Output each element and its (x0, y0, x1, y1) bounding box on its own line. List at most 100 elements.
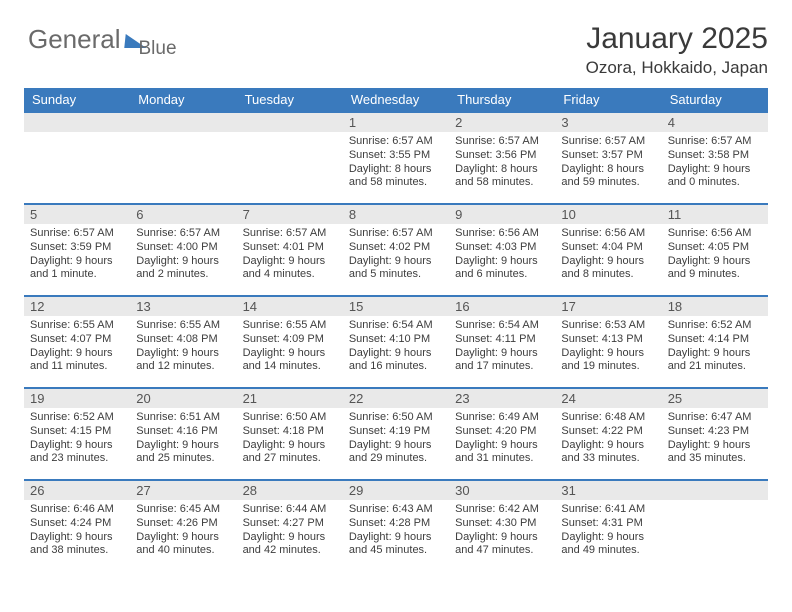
daylight-text-1: Daylight: 9 hours (668, 347, 762, 361)
daylight-text-2: and 38 minutes. (30, 544, 124, 558)
daylight-text-2: and 14 minutes. (243, 360, 337, 374)
daylight-text-2: and 16 minutes. (349, 360, 443, 374)
calendar-week-row: 1Sunrise: 6:57 AMSunset: 3:55 PMDaylight… (24, 112, 768, 204)
daylight-text-2: and 11 minutes. (30, 360, 124, 374)
daylight-text-1: Daylight: 9 hours (455, 531, 549, 545)
day-info: Sunrise: 6:56 AMSunset: 4:05 PMDaylight:… (662, 224, 768, 285)
day-number: 25 (662, 389, 768, 408)
sunrise-text: Sunrise: 6:56 AM (561, 227, 655, 241)
day-number: 12 (24, 297, 130, 316)
day-info: Sunrise: 6:48 AMSunset: 4:22 PMDaylight:… (555, 408, 661, 469)
sunset-text: Sunset: 4:22 PM (561, 425, 655, 439)
calendar-cell: 9Sunrise: 6:56 AMSunset: 4:03 PMDaylight… (449, 204, 555, 296)
calendar-week-row: 5Sunrise: 6:57 AMSunset: 3:59 PMDaylight… (24, 204, 768, 296)
daylight-text-2: and 8 minutes. (561, 268, 655, 282)
sunrise-text: Sunrise: 6:45 AM (136, 503, 230, 517)
daylight-text-2: and 5 minutes. (349, 268, 443, 282)
sunset-text: Sunset: 3:55 PM (349, 149, 443, 163)
daylight-text-2: and 42 minutes. (243, 544, 337, 558)
sunset-text: Sunset: 4:26 PM (136, 517, 230, 531)
weekday-header: Saturday (662, 88, 768, 112)
sunrise-text: Sunrise: 6:57 AM (349, 135, 443, 149)
daylight-text-1: Daylight: 9 hours (243, 347, 337, 361)
day-info: Sunrise: 6:54 AMSunset: 4:11 PMDaylight:… (449, 316, 555, 377)
day-info: Sunrise: 6:51 AMSunset: 4:16 PMDaylight:… (130, 408, 236, 469)
calendar-week-row: 12Sunrise: 6:55 AMSunset: 4:07 PMDayligh… (24, 296, 768, 388)
daylight-text-2: and 35 minutes. (668, 452, 762, 466)
day-number: 30 (449, 481, 555, 500)
day-number: 18 (662, 297, 768, 316)
calendar-cell: 13Sunrise: 6:55 AMSunset: 4:08 PMDayligh… (130, 296, 236, 388)
calendar-week-row: 19Sunrise: 6:52 AMSunset: 4:15 PMDayligh… (24, 388, 768, 480)
day-number: 10 (555, 205, 661, 224)
day-number: 15 (343, 297, 449, 316)
day-info: Sunrise: 6:44 AMSunset: 4:27 PMDaylight:… (237, 500, 343, 561)
sunset-text: Sunset: 4:27 PM (243, 517, 337, 531)
sunrise-text: Sunrise: 6:48 AM (561, 411, 655, 425)
daylight-text-1: Daylight: 9 hours (349, 255, 443, 269)
sunrise-text: Sunrise: 6:50 AM (243, 411, 337, 425)
sunrise-text: Sunrise: 6:57 AM (455, 135, 549, 149)
calendar-cell: 25Sunrise: 6:47 AMSunset: 4:23 PMDayligh… (662, 388, 768, 480)
day-number: 7 (237, 205, 343, 224)
weekday-header: Sunday (24, 88, 130, 112)
daylight-text-1: Daylight: 9 hours (455, 347, 549, 361)
sunset-text: Sunset: 4:15 PM (30, 425, 124, 439)
day-info: Sunrise: 6:47 AMSunset: 4:23 PMDaylight:… (662, 408, 768, 469)
sunrise-text: Sunrise: 6:41 AM (561, 503, 655, 517)
daylight-text-2: and 40 minutes. (136, 544, 230, 558)
calendar-cell: 5Sunrise: 6:57 AMSunset: 3:59 PMDaylight… (24, 204, 130, 296)
day-info: Sunrise: 6:57 AMSunset: 3:56 PMDaylight:… (449, 132, 555, 193)
daylight-text-1: Daylight: 9 hours (561, 531, 655, 545)
day-info: Sunrise: 6:57 AMSunset: 3:55 PMDaylight:… (343, 132, 449, 193)
calendar-cell (237, 112, 343, 204)
daylight-text-1: Daylight: 9 hours (349, 347, 443, 361)
day-number: 3 (555, 113, 661, 132)
day-number: 27 (130, 481, 236, 500)
sunset-text: Sunset: 4:04 PM (561, 241, 655, 255)
day-info: Sunrise: 6:57 AMSunset: 3:59 PMDaylight:… (24, 224, 130, 285)
sunset-text: Sunset: 4:31 PM (561, 517, 655, 531)
daylight-text-1: Daylight: 9 hours (243, 255, 337, 269)
daylight-text-2: and 25 minutes. (136, 452, 230, 466)
weekday-header-row: Sunday Monday Tuesday Wednesday Thursday… (24, 88, 768, 112)
day-number-empty (24, 113, 130, 132)
sunrise-text: Sunrise: 6:55 AM (243, 319, 337, 333)
calendar-cell: 22Sunrise: 6:50 AMSunset: 4:19 PMDayligh… (343, 388, 449, 480)
day-info: Sunrise: 6:49 AMSunset: 4:20 PMDaylight:… (449, 408, 555, 469)
day-number: 1 (343, 113, 449, 132)
day-number: 9 (449, 205, 555, 224)
daylight-text-1: Daylight: 8 hours (455, 163, 549, 177)
daylight-text-2: and 45 minutes. (349, 544, 443, 558)
day-number-empty (662, 481, 768, 500)
calendar-cell: 12Sunrise: 6:55 AMSunset: 4:07 PMDayligh… (24, 296, 130, 388)
daylight-text-1: Daylight: 9 hours (668, 163, 762, 177)
calendar-cell: 3Sunrise: 6:57 AMSunset: 3:57 PMDaylight… (555, 112, 661, 204)
sunset-text: Sunset: 4:03 PM (455, 241, 549, 255)
sunset-text: Sunset: 4:16 PM (136, 425, 230, 439)
sunrise-text: Sunrise: 6:50 AM (349, 411, 443, 425)
sunset-text: Sunset: 4:02 PM (349, 241, 443, 255)
daylight-text-1: Daylight: 9 hours (561, 439, 655, 453)
sunrise-text: Sunrise: 6:51 AM (136, 411, 230, 425)
daylight-text-1: Daylight: 9 hours (349, 531, 443, 545)
day-number: 4 (662, 113, 768, 132)
calendar-cell: 6Sunrise: 6:57 AMSunset: 4:00 PMDaylight… (130, 204, 236, 296)
calendar-cell: 29Sunrise: 6:43 AMSunset: 4:28 PMDayligh… (343, 480, 449, 571)
daylight-text-2: and 19 minutes. (561, 360, 655, 374)
sunrise-text: Sunrise: 6:54 AM (455, 319, 549, 333)
day-number: 17 (555, 297, 661, 316)
sunset-text: Sunset: 4:19 PM (349, 425, 443, 439)
sunrise-text: Sunrise: 6:57 AM (136, 227, 230, 241)
calendar-cell: 14Sunrise: 6:55 AMSunset: 4:09 PMDayligh… (237, 296, 343, 388)
sunset-text: Sunset: 3:58 PM (668, 149, 762, 163)
daylight-text-2: and 31 minutes. (455, 452, 549, 466)
daylight-text-1: Daylight: 9 hours (243, 439, 337, 453)
calendar-cell: 28Sunrise: 6:44 AMSunset: 4:27 PMDayligh… (237, 480, 343, 571)
sunset-text: Sunset: 4:23 PM (668, 425, 762, 439)
sunset-text: Sunset: 3:57 PM (561, 149, 655, 163)
day-number: 26 (24, 481, 130, 500)
location-subtitle: Ozora, Hokkaido, Japan (24, 58, 768, 78)
daylight-text-2: and 2 minutes. (136, 268, 230, 282)
daylight-text-1: Daylight: 9 hours (561, 255, 655, 269)
